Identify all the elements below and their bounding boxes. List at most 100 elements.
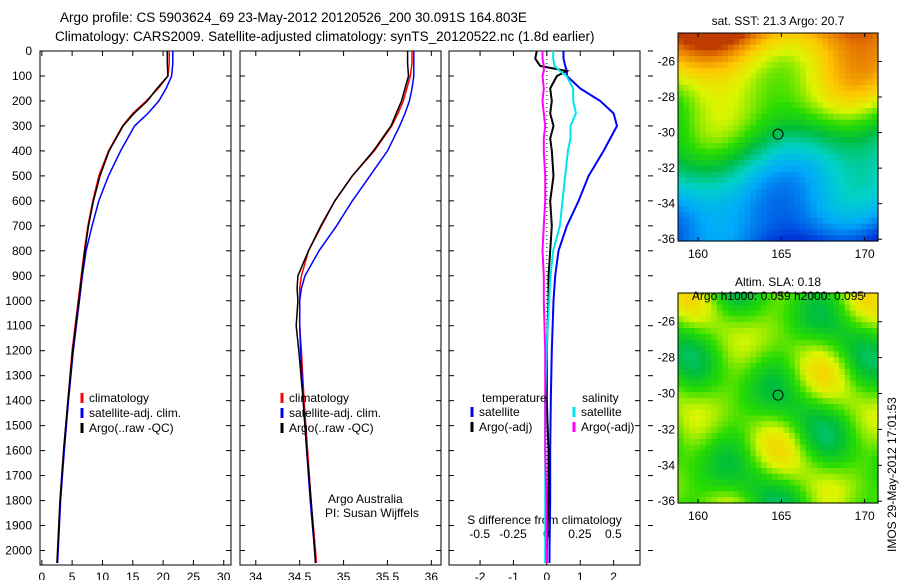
- map-cell: [828, 177, 835, 184]
- map-cell: [833, 316, 840, 323]
- map-cell: [744, 380, 751, 387]
- map-cell: [828, 223, 835, 231]
- map-cell: [728, 200, 735, 207]
- map-cell: [716, 374, 724, 382]
- map-y-tick-label: -30: [658, 387, 676, 401]
- map-cell: [728, 316, 735, 323]
- map-cell: [850, 322, 857, 329]
- map-cell: [700, 38, 707, 46]
- map-cell: [716, 316, 724, 323]
- map-cell: [850, 456, 857, 463]
- map-cell: [766, 363, 774, 370]
- map-cell: [811, 183, 818, 190]
- map-cell: [839, 44, 846, 51]
- map-cell: [766, 415, 774, 422]
- map-cell: [872, 438, 879, 446]
- map-cell: [689, 79, 696, 86]
- map-cell: [750, 450, 757, 457]
- map-cell: [805, 298, 812, 306]
- map-cell: [828, 322, 835, 329]
- map-cell: [739, 433, 746, 440]
- map-y-tick-label: -36: [658, 232, 676, 246]
- map-cell: [872, 160, 879, 167]
- map-cell: [739, 33, 746, 40]
- map-cell: [783, 131, 790, 138]
- map-cell: [855, 217, 862, 225]
- map-cell: [805, 217, 812, 225]
- map-cell: [694, 38, 701, 46]
- map-cell: [772, 183, 779, 190]
- map-cell: [678, 229, 685, 236]
- map-cell: [789, 212, 796, 219]
- map-cell: [705, 217, 712, 225]
- map-cell: [822, 421, 829, 428]
- map-cell: [811, 363, 818, 370]
- map-cell: [783, 374, 790, 382]
- map-cell: [828, 119, 835, 127]
- map-cell: [755, 44, 762, 51]
- map-cell: [766, 73, 774, 80]
- map-cell: [794, 177, 801, 184]
- map-cell: [872, 212, 879, 219]
- map-cell: [700, 79, 707, 86]
- map-cell: [861, 479, 868, 487]
- map-cell: [694, 322, 701, 329]
- map-cell: [839, 194, 846, 202]
- map-cell: [739, 468, 746, 475]
- map-cell: [700, 304, 707, 312]
- map-cell: [700, 113, 707, 121]
- map-cell: [828, 485, 835, 492]
- map-cell: [744, 386, 751, 393]
- map-cell: [839, 328, 846, 335]
- map-cell: [828, 357, 835, 364]
- map-cell: [778, 229, 785, 236]
- map-cell: [728, 44, 735, 51]
- map-cell: [816, 194, 824, 202]
- map-cell: [755, 85, 762, 92]
- map-cell: [855, 345, 862, 352]
- map-cell: [844, 310, 851, 317]
- map-cell: [839, 415, 846, 422]
- map-cell: [861, 462, 868, 469]
- map-cell: [739, 183, 746, 190]
- map-x-tick-label: 160: [688, 509, 708, 523]
- map-cell: [783, 189, 790, 196]
- map-cell: [689, 142, 696, 150]
- map-cell: [855, 119, 862, 127]
- map-cell: [789, 44, 796, 51]
- map-cell: [722, 386, 729, 393]
- map-cell: [766, 200, 774, 207]
- map-cell: [794, 468, 801, 475]
- map-cell: [783, 380, 790, 387]
- map-cell: [861, 322, 868, 329]
- map-cell: [783, 368, 790, 376]
- map-cell: [722, 235, 729, 242]
- map-cell: [778, 438, 785, 446]
- map-cell: [689, 50, 696, 57]
- map-cell: [705, 339, 712, 347]
- map-cell: [700, 217, 707, 225]
- map-cell: [772, 189, 779, 196]
- map-cell: [872, 293, 879, 300]
- map-cell: [683, 392, 690, 399]
- map-cell: [722, 96, 729, 103]
- map-cell: [855, 125, 862, 132]
- map-cell: [722, 102, 729, 109]
- map-cell: [711, 322, 718, 329]
- map-x-tick-label: 165: [771, 247, 791, 261]
- map-cell: [828, 131, 835, 138]
- map-cell: [694, 212, 701, 219]
- map-cell: [783, 154, 790, 161]
- map-cell: [722, 67, 729, 75]
- map-cell: [805, 485, 812, 492]
- map-cell: [850, 415, 857, 422]
- map-cell: [711, 160, 718, 167]
- map-cell: [755, 398, 762, 405]
- map-cell: [766, 398, 774, 405]
- map-cell: [811, 108, 818, 115]
- map-cell: [828, 148, 835, 155]
- map-cell: [694, 450, 701, 457]
- map-cell: [689, 235, 696, 242]
- map-cell: [839, 212, 846, 219]
- map-cell: [805, 38, 812, 46]
